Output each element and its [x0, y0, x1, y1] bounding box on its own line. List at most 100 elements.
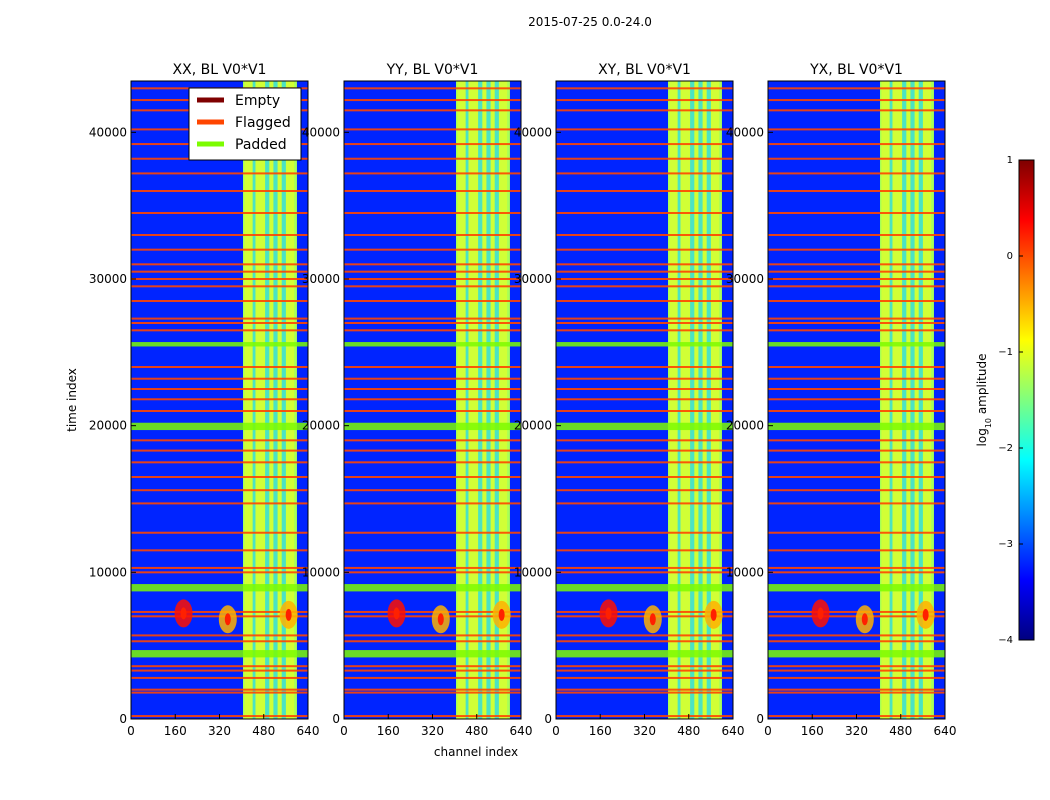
panel-yx: YX, BL V0*V1 0 160 320 480 640 0 10000 20000 3000…: [726, 62, 957, 738]
flagged-line: [131, 388, 308, 390]
flagged-line: [131, 322, 308, 324]
flagged-line: [768, 317, 945, 320]
flagged-line: [768, 691, 945, 694]
x-tick-label: 0: [764, 724, 772, 738]
flagged-line: [344, 157, 521, 160]
rfi-burst-core: [922, 608, 929, 621]
padded-band: [344, 422, 521, 431]
flagged-line: [556, 388, 733, 390]
rfi-burst-core: [605, 607, 612, 620]
flagged-line: [556, 128, 733, 131]
flagged-line: [344, 190, 521, 192]
flagged-line: [768, 329, 945, 332]
colorbar-label: log10 amplitude: [975, 354, 993, 447]
flagged-line: [344, 87, 521, 90]
flagged-line: [131, 234, 308, 236]
flagged-line: [344, 143, 521, 146]
flagged-line: [556, 263, 733, 266]
flagged-line: [768, 640, 945, 643]
padded-band: [131, 342, 308, 347]
legend-label-empty: Empty: [235, 93, 280, 109]
y-tick-label: 30000: [302, 272, 340, 286]
flagged-line: [344, 109, 521, 112]
padded-band: [768, 342, 945, 347]
flagged-line: [344, 212, 521, 214]
flagged-line: [344, 634, 521, 637]
y-tick-label: 30000: [89, 272, 127, 286]
flagged-line: [131, 248, 308, 251]
flagged-line: [131, 285, 308, 288]
flagged-line: [556, 234, 733, 236]
y-tick-label: 0: [119, 712, 127, 726]
flagged-line: [131, 449, 308, 452]
flagged-line: [556, 531, 733, 534]
flagged-line: [556, 109, 733, 112]
y-tick-label: 10000: [302, 565, 340, 579]
y-tick-label: 40000: [726, 125, 764, 139]
rfi-burst-core: [224, 613, 231, 626]
flagged-line: [556, 99, 733, 102]
x-tick-label: 480: [465, 724, 488, 738]
y-tick-label: 10000: [726, 565, 764, 579]
padded-band: [768, 422, 945, 431]
flagged-line: [768, 190, 945, 192]
flagged-line: [131, 566, 308, 569]
flagged-line: [768, 143, 945, 146]
x-tick-label: 640: [297, 724, 320, 738]
flagged-line: [344, 234, 521, 236]
padded-band: [556, 342, 733, 347]
flagged-line: [768, 476, 945, 478]
flagged-line: [344, 270, 521, 273]
flagged-line: [344, 691, 521, 694]
y-tick-label: 40000: [89, 125, 127, 139]
flagged-line: [768, 665, 945, 668]
flagged-line: [344, 322, 521, 324]
flagged-line: [556, 329, 733, 332]
flagged-line: [131, 489, 308, 492]
rfi-burst-core: [861, 613, 868, 626]
flagged-line: [131, 610, 308, 613]
flagged-line: [556, 398, 733, 401]
flagged-line: [131, 640, 308, 643]
flagged-line: [556, 476, 733, 478]
flagged-line: [556, 143, 733, 146]
flagged-line: [131, 549, 308, 552]
flagged-line: [344, 571, 521, 574]
panel-image: [768, 81, 945, 719]
panel-title: XX, BL V0*V1: [173, 62, 267, 78]
flagged-line: [131, 691, 308, 694]
flagged-line: [768, 439, 945, 442]
x-tick-label: 480: [889, 724, 912, 738]
flagged-line: [768, 688, 945, 691]
x-tick-label: 640: [934, 724, 957, 738]
flagged-line: [556, 317, 733, 320]
flagged-line: [344, 128, 521, 131]
flagged-line: [344, 317, 521, 320]
x-tick-label: 320: [633, 724, 656, 738]
flagged-line: [344, 366, 521, 368]
x-tick-label: 0: [340, 724, 348, 738]
flagged-line: [556, 87, 733, 90]
panel-title: YY, BL V0*V1: [386, 62, 479, 78]
x-tick-label: 160: [164, 724, 187, 738]
flagged-line: [556, 688, 733, 691]
flagged-line: [556, 410, 733, 412]
flagged-line: [556, 270, 733, 273]
flagged-line: [556, 502, 733, 505]
flagged-line: [768, 502, 945, 505]
flagged-line: [556, 300, 733, 302]
flagged-line: [131, 300, 308, 302]
flagged-line: [768, 461, 945, 464]
flagged-line: [556, 190, 733, 192]
flagged-line: [344, 410, 521, 412]
panel-title: YX, BL V0*V1: [809, 62, 903, 78]
padded-band: [556, 584, 733, 592]
padded-band: [344, 584, 521, 592]
padded-band: [768, 584, 945, 592]
flagged-line: [556, 676, 733, 679]
x-tick-label: 480: [252, 724, 275, 738]
flagged-line: [556, 157, 733, 160]
flagged-line: [556, 248, 733, 251]
padded-band: [556, 422, 733, 431]
flagged-line: [768, 366, 945, 368]
